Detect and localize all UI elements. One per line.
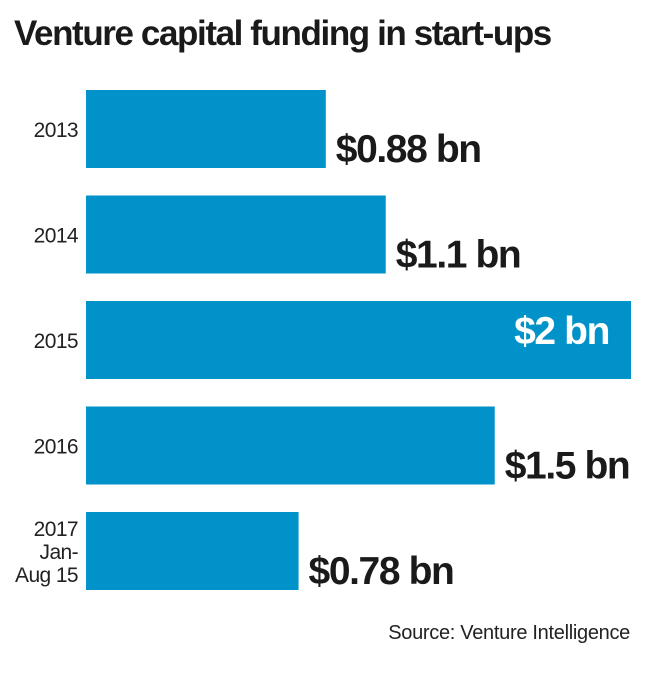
category-label: Aug 15 [15,564,78,587]
category-label: 2016 [34,436,78,459]
bar-4 [86,512,299,590]
bars [86,90,631,590]
value-label: $1.1 bn [396,234,521,277]
category-label: 2017 [34,518,78,541]
value-label: $2 bn [514,310,609,353]
value-label: $1.5 bn [505,445,630,488]
bar-0 [86,90,326,168]
bar-2 [86,301,631,379]
bar-1 [86,195,386,274]
value-label: $0.78 bn [309,550,454,593]
category-label: Jan- [40,541,79,564]
category-label: 2014 [34,225,79,248]
category-label: 2015 [34,330,78,353]
value-labels: $0.88 bn $1.1 bn $2 bn $1.5 bn $0.78 bn [309,128,631,593]
source-note: Source: Venture Intelligence [388,622,630,644]
value-label: $0.88 bn [336,128,481,171]
category-label: 2013 [34,119,78,142]
bar-3 [86,406,495,485]
chart-title: Venture capital funding in start-ups [14,14,552,53]
